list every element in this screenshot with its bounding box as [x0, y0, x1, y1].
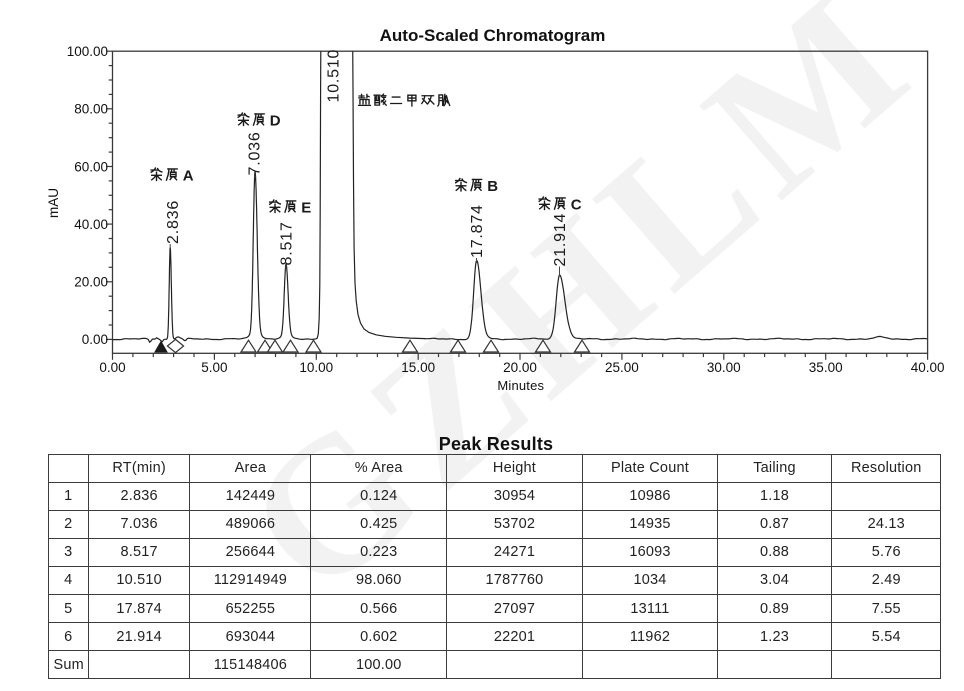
svg-text:80.00: 80.00 — [74, 102, 108, 117]
svg-text:10.00: 10.00 — [299, 360, 333, 375]
svg-text:20.00: 20.00 — [74, 275, 108, 290]
svg-text:7.036: 7.036 — [247, 131, 264, 175]
svg-text:A: A — [183, 168, 194, 185]
svg-text:40.00: 40.00 — [74, 217, 108, 232]
svg-text:21.914: 21.914 — [552, 213, 569, 267]
svg-text:40.00: 40.00 — [911, 360, 945, 375]
svg-text:60.00: 60.00 — [74, 159, 108, 174]
svg-text:20.00: 20.00 — [503, 360, 537, 375]
svg-text:E: E — [301, 200, 311, 217]
svg-text:D: D — [270, 113, 281, 130]
svg-text:2.836: 2.836 — [165, 200, 182, 244]
svg-text:15.00: 15.00 — [401, 360, 435, 375]
svg-text:17.874: 17.874 — [469, 204, 486, 258]
svg-text:mAU: mAU — [46, 188, 61, 218]
svg-text:8.517: 8.517 — [279, 221, 296, 265]
svg-text:B: B — [487, 178, 498, 195]
svg-text:5.00: 5.00 — [201, 360, 227, 375]
svg-text:30.00: 30.00 — [707, 360, 741, 375]
svg-text:100.00: 100.00 — [67, 44, 108, 59]
svg-text:0.00: 0.00 — [82, 332, 108, 347]
svg-text:10.510: 10.510 — [325, 49, 342, 103]
svg-text:0.00: 0.00 — [99, 360, 125, 375]
svg-text:C: C — [571, 197, 582, 214]
svg-text:25.00: 25.00 — [605, 360, 639, 375]
svg-text:Minutes: Minutes — [497, 378, 544, 393]
svg-text:35.00: 35.00 — [809, 360, 843, 375]
